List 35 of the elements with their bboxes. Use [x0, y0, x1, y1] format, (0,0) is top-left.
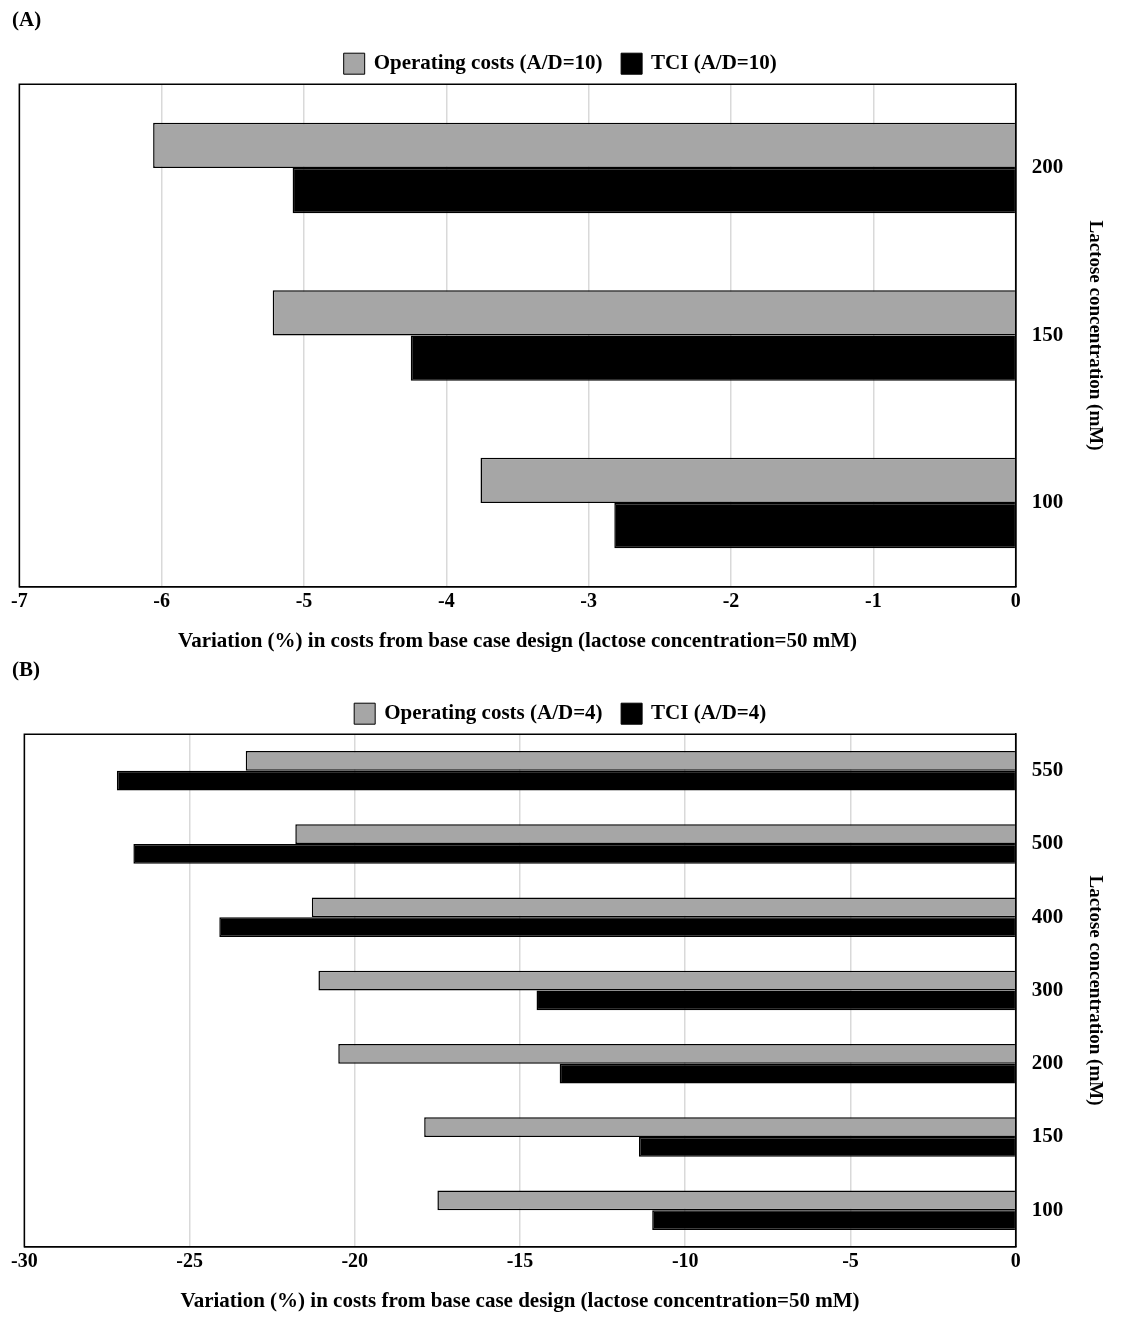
- x-tick-label: 0: [1010, 1248, 1021, 1271]
- x-tick-label: -3: [580, 588, 598, 611]
- x-tick-label: -10: [671, 1248, 699, 1271]
- x-tick-label: -15: [506, 1248, 534, 1271]
- x-tick-label: 0: [1010, 588, 1021, 611]
- y-tick-label: 550: [1031, 757, 1064, 782]
- x-tick-label: -5: [842, 1248, 859, 1271]
- x-tick-label: -30: [10, 1248, 38, 1271]
- x-tick-label: -5: [295, 588, 313, 611]
- x-tick-label: -6: [153, 588, 170, 611]
- x-tick-label: -1: [865, 588, 882, 611]
- y-tick-label: 500: [1031, 830, 1064, 855]
- chart-title: (B): [12, 657, 40, 682]
- x-tick-label: -20: [341, 1248, 369, 1271]
- y-tick-label: 150: [1031, 1123, 1064, 1148]
- y-tick-label: 150: [1031, 321, 1064, 346]
- y-tick-label: 300: [1031, 976, 1064, 1001]
- x-axis-title: Variation (%) in costs from base case design (lactose concentration=50 mM): [177, 627, 858, 652]
- x-tick-label: -7: [10, 588, 28, 611]
- x-tick-label: -4: [438, 588, 455, 611]
- legend-label: TCI (A/D=10): [651, 50, 777, 75]
- x-tick-label: -25: [176, 1248, 203, 1271]
- legend-label: Operating costs (A/D=10): [373, 50, 603, 75]
- y-axis-title: Lactose concentration (mM): [1084, 875, 1107, 1106]
- y-tick-label: 400: [1031, 903, 1064, 928]
- legend-label: TCI (A/D=4): [651, 700, 767, 725]
- x-axis-title: Variation (%) in costs from base case design (lactose concentration=50 mM): [180, 1287, 860, 1312]
- chart-title: (A): [12, 7, 42, 32]
- y-tick-label: 200: [1031, 154, 1064, 179]
- y-tick-label: 100: [1031, 1196, 1064, 1221]
- y-tick-label: 200: [1031, 1050, 1064, 1075]
- legend-label: Operating costs (A/D=4): [384, 700, 603, 725]
- y-tick-label: 100: [1031, 489, 1064, 514]
- y-axis-title: Lactose concentration (mM): [1084, 220, 1107, 451]
- x-tick-label: -2: [722, 588, 740, 611]
